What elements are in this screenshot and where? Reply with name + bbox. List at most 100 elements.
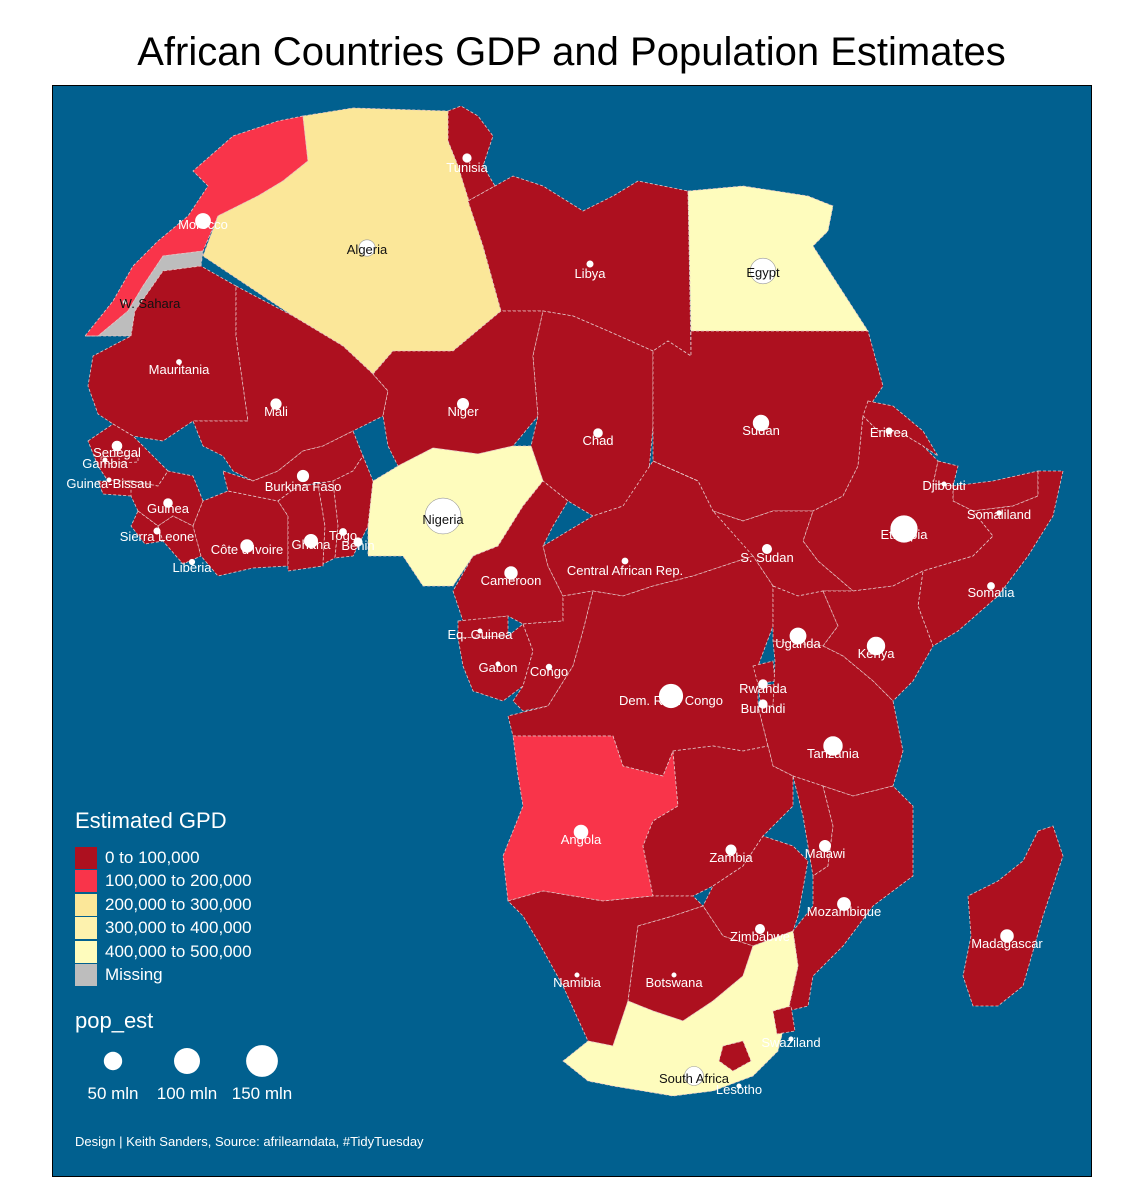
label-libya: Libya xyxy=(574,266,606,281)
country-lesotho xyxy=(718,1040,752,1072)
label-central-african-rep: Central African Rep. xyxy=(567,563,683,578)
label-senegal: Senegal xyxy=(93,445,141,460)
gdp-legend-item-200-000-to-300-000: 200,000 to 300,000 xyxy=(75,893,252,916)
caption: Design | Keith Sanders, Source: afrilear… xyxy=(75,1134,424,1149)
pop-legend-label-100-mln: 100 mln xyxy=(156,1084,218,1103)
pop-legend-circle-100-mln xyxy=(174,1048,200,1074)
label-guinea: Guinea xyxy=(147,501,190,516)
country-zambia xyxy=(642,745,794,897)
pop-bubble-south-africa xyxy=(684,1066,704,1086)
label-gabon: Gabon xyxy=(478,660,517,675)
label-burkina-faso: Burkina Faso xyxy=(265,479,342,494)
label-tunisia: Tunisia xyxy=(446,160,488,175)
country-mauritania xyxy=(87,265,249,442)
country-egypt xyxy=(687,185,869,332)
pop-bubble-algeria xyxy=(358,239,376,257)
gdp-legend-swatch xyxy=(75,893,97,916)
pop-bubble-liberia xyxy=(188,558,196,566)
pop-bubble-djibouti xyxy=(941,481,947,487)
country-madagascar xyxy=(962,825,1064,1007)
gdp-legend-label: Missing xyxy=(105,965,163,984)
pop-bubble-tunisia xyxy=(462,153,472,163)
population-bubbles xyxy=(102,153,1014,1089)
label-tanzania: Tanzania xyxy=(807,746,860,761)
pop-bubble-benin xyxy=(353,537,363,547)
label-mozambique: Mozambique xyxy=(807,904,881,919)
label-togo: Togo xyxy=(329,528,357,543)
pop-bubble-burundi xyxy=(758,699,768,709)
pop-legend-label-150-mln: 150 mln xyxy=(231,1084,293,1103)
chart-title: African Countries GDP and Population Est… xyxy=(137,30,1006,74)
pop-bubble-eq-guinea xyxy=(477,628,483,634)
pop-legend-circles xyxy=(103,1045,278,1077)
country-s-sudan xyxy=(652,460,855,597)
gdp-legend-label: 0 to 100,000 xyxy=(105,847,200,867)
country-labels: Tunisia Morocco Algeria Libya Egypt W. Sahara… xyxy=(66,160,1043,1097)
label-botswana: Botswana xyxy=(645,975,703,990)
label-eq-guinea: Eq. Guinea xyxy=(447,627,513,642)
label-namibia: Namibia xyxy=(553,975,601,990)
africa-map: Tunisia Morocco Algeria Libya Egypt W. Sahara… xyxy=(53,86,1091,1176)
label-lesotho: Lesotho xyxy=(716,1082,762,1097)
pop-bubble-togo xyxy=(339,528,347,536)
label-niger: Niger xyxy=(447,404,479,419)
label-congo: Congo xyxy=(530,664,568,679)
pop-bubble-s-sudan xyxy=(761,543,772,554)
pop-bubble-kenya xyxy=(866,636,886,656)
country-sierra-leone xyxy=(130,510,164,545)
label-south-africa: South Africa xyxy=(659,1071,730,1086)
pop-bubble-somaliland xyxy=(996,510,1002,516)
pop-bubble-lesotho xyxy=(736,1083,742,1089)
label-eritrea: Eritrea xyxy=(870,425,909,440)
pop-bubble-niger xyxy=(456,397,469,410)
label-madagascar: Madagascar xyxy=(971,936,1043,951)
label-swaziland: Swaziland xyxy=(761,1035,820,1050)
pop-bubble-botswana xyxy=(671,972,677,978)
label-somalia: Somalia xyxy=(968,585,1016,600)
pop-bubble-libya xyxy=(586,260,594,268)
pop-legend-circle-150-mln xyxy=(246,1045,278,1077)
country-gabon xyxy=(457,623,534,702)
pop-bubble-malawi xyxy=(818,839,831,852)
label-rwanda: Rwanda xyxy=(739,681,787,696)
label-djibouti: Djibouti xyxy=(922,478,965,493)
country-morocco xyxy=(84,115,309,337)
pop-legend-title: pop_est xyxy=(75,1008,154,1033)
pop-bubble-senegal xyxy=(111,440,123,452)
country-chad xyxy=(530,310,654,517)
gdp-legend-item-missing: Missing xyxy=(75,964,163,987)
pop-bubble-cameroon xyxy=(504,566,518,580)
label-chad: Chad xyxy=(582,433,613,448)
label-benin: Benin xyxy=(341,538,374,553)
pop-bubble-sudan xyxy=(752,414,770,432)
pop-bubble-guinea-bissau xyxy=(106,477,112,483)
pop-bubble-egypt xyxy=(749,257,777,285)
gdp-legend-swatch xyxy=(75,964,97,986)
label-nigeria: Nigeria xyxy=(422,512,464,527)
label-sudan: Sudan xyxy=(742,423,780,438)
country-gambia xyxy=(100,454,139,465)
country-w-sahara xyxy=(85,250,204,337)
pop-bubble-sierra-leone xyxy=(153,527,161,535)
gdp-legend-swatch xyxy=(75,917,97,939)
pop-bubble-cote-d-ivoire xyxy=(240,539,254,553)
pop-bubble-mauritania xyxy=(176,359,182,365)
pop-bubble-central-african-rep xyxy=(621,557,629,565)
pop-legend-label-50-mln: 50 mln xyxy=(87,1084,139,1103)
country-regions xyxy=(84,105,1064,1097)
pop-bubble-swaziland xyxy=(788,1036,794,1042)
label-cameroon: Cameroon xyxy=(481,573,542,588)
label-malawi: Malawi xyxy=(805,846,846,861)
gdp-legend-label: 100,000 to 200,000 xyxy=(105,871,252,890)
pop-bubble-tanzania xyxy=(823,736,843,756)
label-uganda: Uganda xyxy=(775,636,821,651)
pop-bubble-zimbabwe xyxy=(754,923,765,934)
label-cote-d-ivoire: Côte d'Ivoire xyxy=(211,542,284,557)
pop-bubble-ghana xyxy=(304,533,319,548)
pop-bubble-dem-rep-congo xyxy=(658,683,684,709)
label-sierra-leone: Sierra Leone xyxy=(120,529,194,544)
pop-bubble-gambia xyxy=(102,457,108,463)
label-kenya: Kenya xyxy=(858,646,896,661)
gdp-legend-swatch xyxy=(75,940,97,963)
label-s-sudan: S. Sudan xyxy=(740,550,794,565)
